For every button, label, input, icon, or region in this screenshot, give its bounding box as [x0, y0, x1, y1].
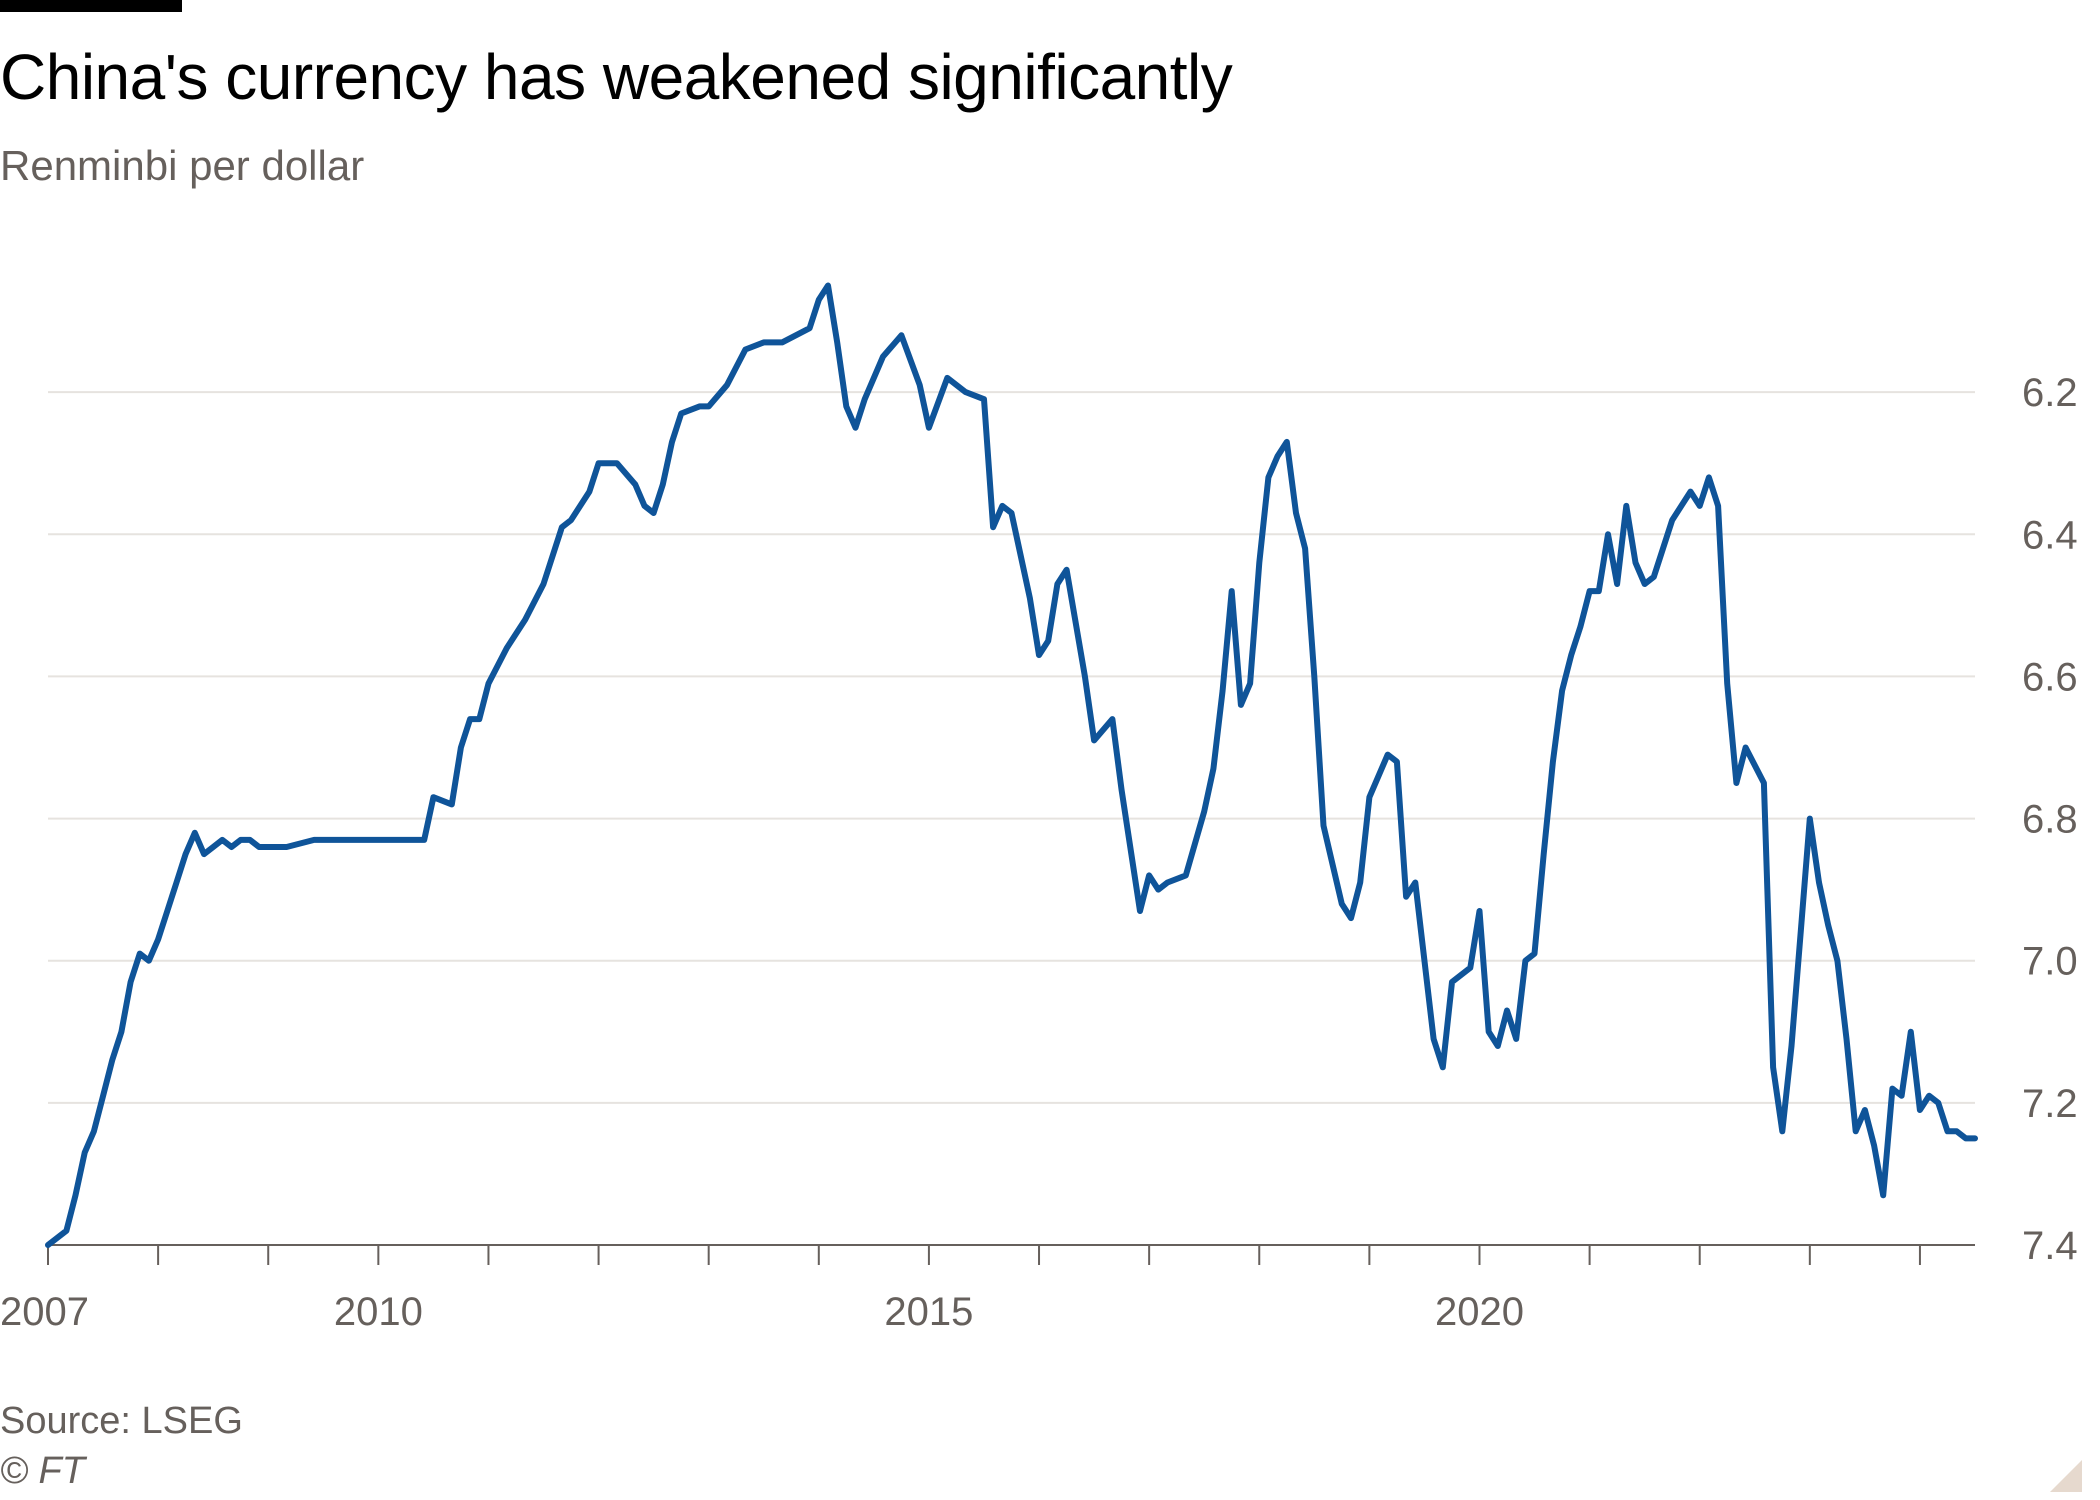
x-tick-label: 2010: [334, 1290, 423, 1334]
source-note: Source: LSEG: [0, 1400, 243, 1442]
chart-title: China's currency has weakened significan…: [0, 41, 1233, 113]
brand-top-bar: [0, 0, 182, 12]
corner-fold-icon: [2050, 1460, 2082, 1492]
series-layer: [45, 282, 1978, 1248]
copyright-note: © FT: [0, 1450, 85, 1492]
series-line-renminbi-per-dollar: [45, 282, 1978, 1248]
y-tick-label: 6.8: [2022, 798, 2078, 842]
x-axis: [47, 1245, 1921, 1265]
chart-subtitle: Renminbi per dollar: [0, 142, 365, 189]
y-tick-label: 6.6: [2022, 655, 2078, 699]
y-axis: 6.2 6.4 6.6 6.8 7.0 7.2 7.4: [2022, 371, 2078, 1268]
x-tick-label: 2020: [1435, 1290, 1524, 1334]
gridlines: [48, 391, 1975, 1246]
y-tick-label: 7.0: [2022, 940, 2078, 984]
y-tick-label: 7.2: [2022, 1082, 2078, 1126]
x-tick-label: 2015: [884, 1290, 973, 1334]
y-tick-label: 7.4: [2022, 1224, 2078, 1268]
y-tick-label: 6.2: [2022, 371, 2078, 415]
y-tick-label: 6.4: [2022, 513, 2078, 557]
x-tick-label: 2007: [0, 1290, 89, 1334]
x-axis-labels: 2007 2010 2015 2020: [0, 1290, 1524, 1334]
